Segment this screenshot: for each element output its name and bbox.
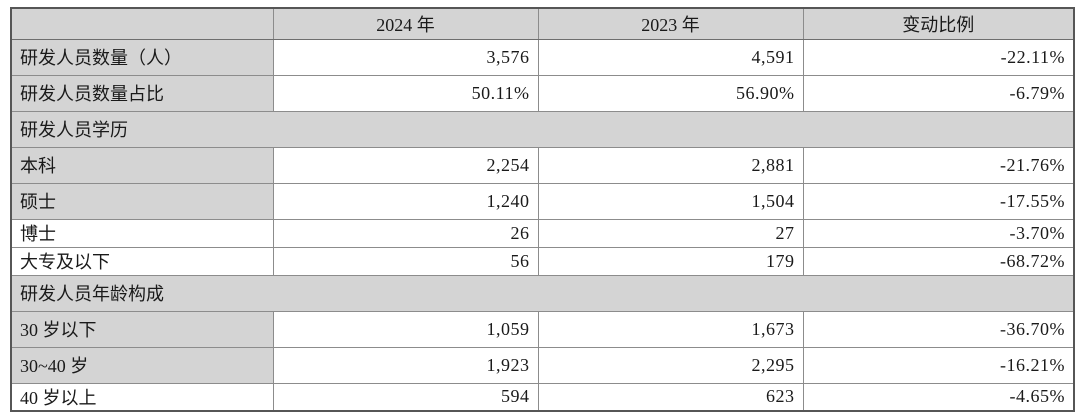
change-ratio-cell: -22.11%	[802, 38, 1075, 76]
table-row: 30 岁以下 1,059 1,673 -36.70%	[10, 310, 1075, 348]
value-2024-cell: 1,240	[272, 182, 539, 220]
table-row: 40 岁以上 594 623 -4.65%	[10, 382, 1075, 412]
value-2023-cell: 623	[537, 382, 804, 412]
value-2024-cell: 50.11%	[272, 74, 539, 112]
table-row: 博士 26 27 -3.70%	[10, 218, 1075, 248]
value-2023-cell: 179	[537, 246, 804, 276]
value-2024-cell: 2,254	[272, 146, 539, 184]
value-2023-cell: 2,295	[537, 346, 804, 384]
value-2023-cell: 4,591	[537, 38, 804, 76]
change-ratio-cell: -21.76%	[802, 146, 1075, 184]
row-label-cell: 硕士	[10, 182, 274, 220]
header-cell-change: 变动比例	[802, 7, 1075, 40]
header-cell-2024: 2024 年	[272, 7, 539, 40]
row-label-cell: 博士	[10, 218, 274, 248]
value-2024-cell: 3,576	[272, 38, 539, 76]
row-label-cell: 本科	[10, 146, 274, 184]
row-label-cell: 30 岁以下	[10, 310, 274, 348]
value-2024-cell: 26	[272, 218, 539, 248]
row-label-cell: 40 岁以上	[10, 382, 274, 412]
table-row: 30~40 岁 1,923 2,295 -16.21%	[10, 346, 1075, 384]
table-row: 研发人员数量（人） 3,576 4,591 -22.11%	[10, 38, 1075, 76]
row-label-cell: 研发人员数量占比	[10, 74, 274, 112]
value-2023-cell: 1,504	[537, 182, 804, 220]
header-cell-empty	[10, 7, 274, 40]
section-label: 研发人员年龄构成	[10, 274, 1075, 312]
change-ratio-cell: -4.65%	[802, 382, 1075, 412]
row-label-cell: 30~40 岁	[10, 346, 274, 384]
value-2024-cell: 594	[272, 382, 539, 412]
change-ratio-cell: -6.79%	[802, 74, 1075, 112]
row-label-cell: 研发人员数量（人）	[10, 38, 274, 76]
table-body: 研发人员数量（人） 3,576 4,591 -22.11% 研发人员数量占比 50.11%…	[10, 38, 1075, 412]
table-row: 研发人员数量占比 50.11% 56.90% -6.79%	[10, 74, 1075, 112]
value-2023-cell: 2,881	[537, 146, 804, 184]
table-row: 硕士 1,240 1,504 -17.55%	[10, 182, 1075, 220]
section-label: 研发人员学历	[10, 110, 1075, 148]
section-row: 研发人员学历	[10, 110, 1075, 148]
change-ratio-cell: -36.70%	[802, 310, 1075, 348]
value-2023-cell: 1,673	[537, 310, 804, 348]
change-ratio-cell: -16.21%	[802, 346, 1075, 384]
value-2023-cell: 27	[537, 218, 804, 248]
value-2023-cell: 56.90%	[537, 74, 804, 112]
value-2024-cell: 56	[272, 246, 539, 276]
table-row: 大专及以下 56 179 -68.72%	[10, 246, 1075, 276]
table-row: 本科 2,254 2,881 -21.76%	[10, 146, 1075, 184]
value-2024-cell: 1,923	[272, 346, 539, 384]
table-header-row: 2024 年 2023 年 变动比例	[10, 7, 1075, 40]
table-head: 2024 年 2023 年 变动比例	[10, 7, 1075, 40]
section-row: 研发人员年龄构成	[10, 274, 1075, 312]
change-ratio-cell: -3.70%	[802, 218, 1075, 248]
rd-personnel-table: 2024 年 2023 年 变动比例 研发人员数量（人） 3,576 4,591 -2…	[10, 7, 1075, 412]
value-2024-cell: 1,059	[272, 310, 539, 348]
change-ratio-cell: -17.55%	[802, 182, 1075, 220]
header-cell-2023: 2023 年	[537, 7, 804, 40]
change-ratio-cell: -68.72%	[802, 246, 1075, 276]
row-label-cell: 大专及以下	[10, 246, 274, 276]
